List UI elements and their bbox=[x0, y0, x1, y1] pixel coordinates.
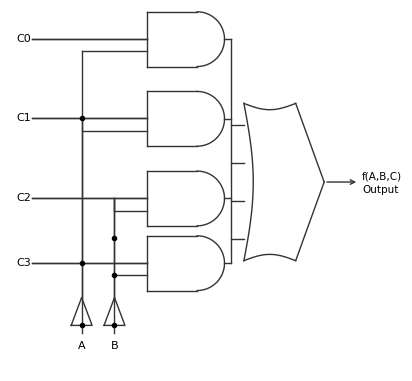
Text: C1: C1 bbox=[16, 113, 30, 123]
Text: C3: C3 bbox=[16, 258, 30, 268]
Text: Output: Output bbox=[362, 185, 398, 195]
Text: C2: C2 bbox=[16, 193, 31, 203]
Text: f(A,B,C): f(A,B,C) bbox=[362, 171, 402, 181]
Text: C0: C0 bbox=[16, 34, 30, 44]
Text: B: B bbox=[111, 341, 118, 351]
Text: A: A bbox=[78, 341, 85, 351]
